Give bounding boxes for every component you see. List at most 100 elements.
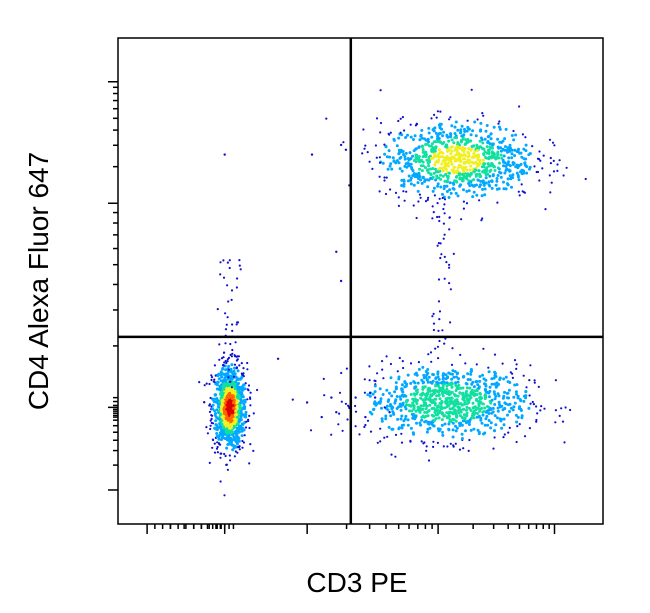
data-point: [427, 144, 431, 148]
data-point: [447, 403, 451, 407]
data-point: [446, 445, 449, 448]
data-point: [426, 409, 430, 413]
data-point: [498, 120, 501, 123]
data-point: [247, 384, 251, 387]
data-point: [436, 139, 439, 143]
data-point: [437, 123, 441, 127]
data-point: [455, 385, 459, 388]
data-point: [423, 385, 427, 389]
data-point: [384, 145, 388, 149]
data-point: [459, 421, 463, 425]
data-point: [223, 437, 227, 440]
data-point: [210, 414, 213, 417]
data-point: [441, 169, 445, 173]
data-point: [229, 459, 232, 462]
data-point: [470, 160, 474, 164]
data-point: [240, 372, 243, 375]
data-point: [441, 394, 445, 398]
data-point: [523, 163, 527, 167]
data-point: [499, 417, 503, 421]
data-point: [231, 380, 234, 384]
data-point: [496, 145, 500, 149]
data-point: [433, 403, 437, 407]
data-point: [427, 126, 431, 130]
data-point: [444, 164, 448, 168]
data-point: [385, 155, 389, 159]
data-point: [468, 418, 472, 422]
data-point: [457, 146, 461, 150]
data-point: [227, 433, 231, 437]
data-point: [436, 110, 439, 113]
data-point: [451, 169, 455, 172]
data-point: [448, 414, 451, 418]
data-point: [525, 171, 529, 175]
data-point: [431, 149, 435, 153]
data-point: [406, 133, 409, 137]
data-point: [232, 375, 236, 378]
data-point: [458, 155, 462, 159]
data-point: [369, 430, 373, 433]
data-point: [420, 169, 424, 173]
data-point: [214, 412, 217, 415]
data-point: [219, 273, 222, 276]
data-point: [478, 379, 482, 383]
data-point: [447, 196, 451, 199]
data-point: [463, 154, 467, 157]
data-point: [468, 386, 472, 390]
data-point: [481, 373, 484, 377]
data-point: [378, 175, 381, 178]
data-point: [484, 156, 488, 159]
data-point: [231, 373, 235, 376]
data-point: [469, 164, 473, 168]
data-point: [436, 413, 439, 417]
data-point: [481, 187, 484, 191]
data-point: [409, 439, 412, 442]
data-point: [231, 448, 235, 452]
data-point: [484, 172, 488, 176]
data-point: [220, 399, 224, 403]
data-point: [232, 369, 236, 373]
data-point: [342, 141, 345, 144]
data-point: [441, 374, 445, 377]
data-point: [447, 382, 451, 386]
data-point: [467, 189, 471, 193]
data-point: [210, 376, 214, 379]
data-point: [406, 373, 410, 377]
data-point: [439, 173, 443, 177]
data-point: [488, 184, 492, 188]
data-point: [514, 165, 518, 169]
data-point: [407, 158, 411, 162]
data-point: [237, 430, 241, 434]
data-point: [449, 160, 453, 163]
data-point: [445, 384, 449, 388]
data-point: [480, 396, 484, 400]
data-point: [445, 145, 449, 149]
data-point: [412, 172, 416, 175]
data-point: [522, 374, 525, 377]
data-point: [249, 443, 252, 446]
data-point: [221, 367, 224, 371]
data-point: [418, 410, 422, 414]
data-point: [493, 370, 497, 374]
data-point: [507, 403, 510, 407]
data-point: [219, 480, 222, 483]
data-point: [344, 148, 348, 151]
data-point: [487, 148, 490, 152]
data-point: [493, 397, 497, 401]
data-point: [432, 312, 435, 315]
data-point: [418, 160, 422, 164]
data-point: [443, 161, 447, 165]
data-point: [402, 190, 405, 193]
data-point: [433, 113, 436, 116]
data-point: [498, 170, 501, 174]
data-point: [490, 377, 494, 381]
data-point: [471, 411, 475, 415]
data-point: [517, 178, 521, 182]
data-point: [485, 124, 489, 127]
data-point: [240, 362, 243, 365]
data-point: [451, 369, 455, 373]
data-point: [454, 398, 458, 402]
data-point: [513, 401, 517, 405]
data-point: [223, 361, 226, 364]
